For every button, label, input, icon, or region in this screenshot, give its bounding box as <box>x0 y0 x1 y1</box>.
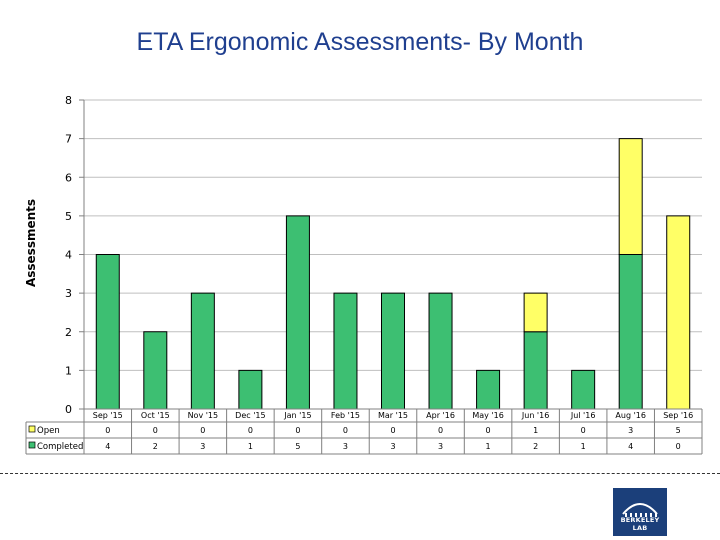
data-label-open: 0 <box>105 426 110 435</box>
data-label-completed: 3 <box>343 442 348 451</box>
x-tick-label: Nov '15 <box>188 411 219 420</box>
data-label-open: 0 <box>248 426 253 435</box>
data-label-completed: 3 <box>438 442 443 451</box>
data-label-open: 0 <box>200 426 205 435</box>
data-label-completed: 0 <box>676 442 681 451</box>
data-label-open: 0 <box>438 426 443 435</box>
x-tick-label: Oct '15 <box>141 411 170 420</box>
data-label-completed: 3 <box>200 442 205 451</box>
legend-swatch-open <box>28 425 36 433</box>
footer-divider <box>0 473 720 474</box>
data-label-completed: 1 <box>248 442 253 451</box>
lab-building-icon <box>622 503 658 517</box>
bar-completed-10 <box>571 369 596 410</box>
x-tick-label: Dec '15 <box>235 411 265 420</box>
bar-completed-1 <box>143 331 168 410</box>
data-label-completed: 1 <box>581 442 586 451</box>
logo-text: BERKELEY LAB <box>620 516 660 532</box>
y-tick-label: 4 <box>65 249 72 262</box>
data-label-open: 0 <box>390 426 395 435</box>
bar-open-11 <box>618 138 643 255</box>
x-tick-label: Sep '15 <box>93 411 123 420</box>
x-tick-label: Jan '15 <box>283 411 311 420</box>
berkeley-lab-logo: BERKELEY LAB <box>613 488 667 536</box>
x-tick-label: Aug '16 <box>615 411 646 420</box>
x-tick-label: Apr '16 <box>426 411 455 420</box>
x-tick-label: Feb '15 <box>331 411 360 420</box>
y-tick-label: 6 <box>65 171 72 184</box>
data-label-open: 3 <box>628 426 633 435</box>
chart: 0 1 2 3 4 5 6 7 8 Sep '15 Oct '15 Nov '15 Dec '15 Jan… <box>25 94 703 455</box>
chart-title: ETA Ergonomic Assessments- By Month <box>136 28 584 56</box>
bar-completed-5 <box>333 292 358 410</box>
bar-completed-8 <box>476 369 501 410</box>
data-label-completed: 4 <box>628 442 633 451</box>
data-label-completed: 4 <box>105 442 110 451</box>
bar-completed-2 <box>190 292 215 410</box>
x-tick-label: Jul '16 <box>570 411 596 420</box>
x-tick-label: Jun '16 <box>521 411 549 420</box>
x-tick-label: Mar '15 <box>378 411 408 420</box>
data-label-completed: 5 <box>295 442 300 451</box>
legend-label-open: Open <box>37 426 60 436</box>
y-tick-label: 1 <box>65 364 72 377</box>
data-label-open: 5 <box>676 426 681 435</box>
bar-completed-6 <box>381 292 405 410</box>
y-tick-label: 0 <box>65 403 72 416</box>
y-tick-label: 2 <box>65 326 72 339</box>
data-label-completed: 2 <box>153 442 158 451</box>
bar-completed-0 <box>95 254 120 410</box>
data-label-open: 0 <box>295 426 300 435</box>
data-label-open: 0 <box>486 426 491 435</box>
data-label-completed: 3 <box>390 442 395 451</box>
data-label-completed: 1 <box>486 442 491 451</box>
bar-completed-11 <box>618 254 643 410</box>
bar-open-9 <box>523 292 548 333</box>
y-tick-label: 8 <box>65 94 72 107</box>
bar-completed-4 <box>285 215 310 410</box>
bar-open-12 <box>666 215 691 410</box>
data-label-open: 0 <box>153 426 158 435</box>
data-label-open: 0 <box>581 426 586 435</box>
data-label-completed: 2 <box>533 442 538 451</box>
y-tick-label: 7 <box>65 133 72 146</box>
bar-completed-9 <box>523 331 548 410</box>
legend-label-completed: Completed <box>37 442 83 452</box>
y-tick-label: 3 <box>65 287 72 300</box>
x-tick-label: Sep '16 <box>663 411 693 420</box>
bar-completed-3 <box>238 369 263 410</box>
data-label-open: 0 <box>343 426 348 435</box>
bar-completed-7 <box>428 292 453 410</box>
y-tick-label: 5 <box>65 210 72 223</box>
data-label-open: 1 <box>533 426 538 435</box>
x-tick-label: May '16 <box>472 411 503 420</box>
legend-swatch-completed <box>28 441 36 449</box>
